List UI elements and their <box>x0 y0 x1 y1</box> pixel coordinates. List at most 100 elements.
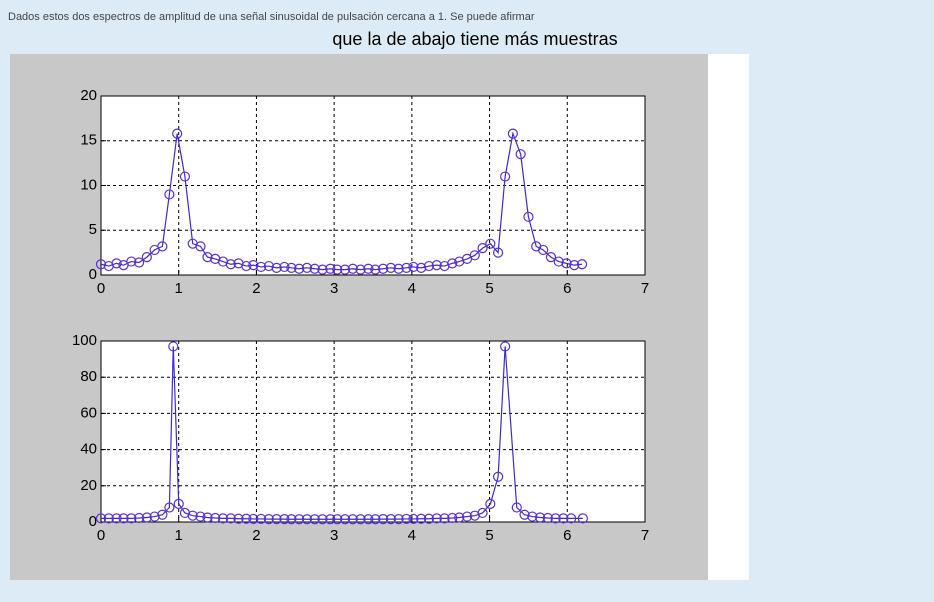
sample-point <box>271 514 282 525</box>
sample-point <box>279 514 290 525</box>
sample-point <box>248 260 259 271</box>
sample-point <box>553 256 564 267</box>
sample-point <box>118 513 129 524</box>
sample-point <box>225 513 236 524</box>
sample-point <box>248 513 259 525</box>
sample-point <box>332 264 343 275</box>
sample-point <box>164 502 175 513</box>
x-tick-label: 0 <box>97 280 105 297</box>
sample-point <box>339 264 351 275</box>
sample-point <box>401 262 412 273</box>
sample-point <box>195 511 206 522</box>
sample-point <box>187 510 198 521</box>
y-tick-label: 60 <box>80 404 97 421</box>
sample-point <box>317 264 328 275</box>
y-tick-label: 80 <box>80 368 97 385</box>
sample-point <box>423 260 435 272</box>
y-tick-label: 0 <box>89 513 97 530</box>
sample-point <box>408 261 419 273</box>
x-tick-label: 4 <box>408 280 416 297</box>
sample-point <box>566 513 577 524</box>
sample-point <box>133 257 145 268</box>
sample-point <box>408 513 419 525</box>
x-tick-label: 1 <box>175 527 183 544</box>
x-tick-label: 3 <box>330 280 338 297</box>
sample-point <box>447 512 458 524</box>
sample-point <box>569 260 580 271</box>
sample-point <box>485 498 496 509</box>
sample-point <box>576 259 588 270</box>
sample-point <box>149 511 160 522</box>
sample-point <box>378 263 389 274</box>
sample-point <box>355 264 366 275</box>
sample-point <box>325 514 336 525</box>
x-tick-label: 3 <box>330 527 338 544</box>
y-tick-label: 5 <box>89 221 97 238</box>
sample-point <box>301 262 313 273</box>
sample-point <box>542 512 553 524</box>
sample-point <box>469 250 480 261</box>
sample-point <box>103 513 114 524</box>
y-tick-label: 10 <box>80 176 97 193</box>
sample-point <box>332 514 343 525</box>
sample-point <box>210 512 221 524</box>
figure-margin <box>708 54 749 580</box>
sample-point <box>347 263 358 274</box>
sample-point <box>241 513 252 524</box>
sample-point <box>577 513 588 524</box>
x-tick-label: 2 <box>252 527 260 544</box>
y-tick-label: 15 <box>80 132 97 149</box>
sample-point <box>141 252 152 263</box>
x-tick-label: 7 <box>641 280 649 297</box>
sample-point <box>179 171 191 182</box>
sample-point <box>477 243 488 254</box>
sample-point <box>202 512 213 523</box>
sample-point <box>393 514 404 525</box>
sample-point <box>461 511 473 522</box>
sample-point <box>339 514 351 525</box>
sample-point <box>370 264 381 275</box>
sample-point <box>279 261 290 273</box>
x-tick-label: 4 <box>408 527 416 544</box>
sample-point <box>141 512 152 523</box>
sample-point <box>271 262 282 273</box>
sample-point <box>317 514 328 525</box>
sample-point <box>439 513 450 524</box>
sample-point <box>393 263 404 274</box>
x-tick-label: 5 <box>485 527 493 544</box>
sample-point <box>527 511 538 522</box>
sample-point <box>515 149 526 160</box>
sample-point <box>385 514 396 525</box>
x-tick-label: 0 <box>97 527 105 544</box>
sample-point <box>95 259 107 270</box>
y-tick-label: 20 <box>80 477 97 494</box>
spectrum-line <box>101 346 583 520</box>
sample-point <box>558 513 569 524</box>
sample-point <box>95 513 107 524</box>
sample-point <box>263 260 274 272</box>
sample-point <box>401 513 412 525</box>
sample-point <box>195 241 206 252</box>
sample-point <box>255 513 267 525</box>
sample-point <box>493 471 504 482</box>
sample-point <box>347 514 358 525</box>
sample-point <box>519 509 530 520</box>
sample-point <box>301 514 313 525</box>
sample-point <box>126 256 137 267</box>
sample-point <box>309 263 320 274</box>
sample-point <box>550 513 561 524</box>
sample-point <box>500 341 511 352</box>
sample-point <box>225 259 236 270</box>
sample-point <box>561 258 572 269</box>
x-tick-label: 5 <box>485 280 493 297</box>
x-tick-label: 7 <box>641 527 649 544</box>
sample-point <box>111 258 122 269</box>
y-tick-label: 20 <box>80 87 97 104</box>
sample-point <box>355 514 366 525</box>
sample-point <box>241 260 252 272</box>
sample-point <box>507 128 518 139</box>
sample-point <box>423 513 435 524</box>
sample-point <box>511 502 522 513</box>
